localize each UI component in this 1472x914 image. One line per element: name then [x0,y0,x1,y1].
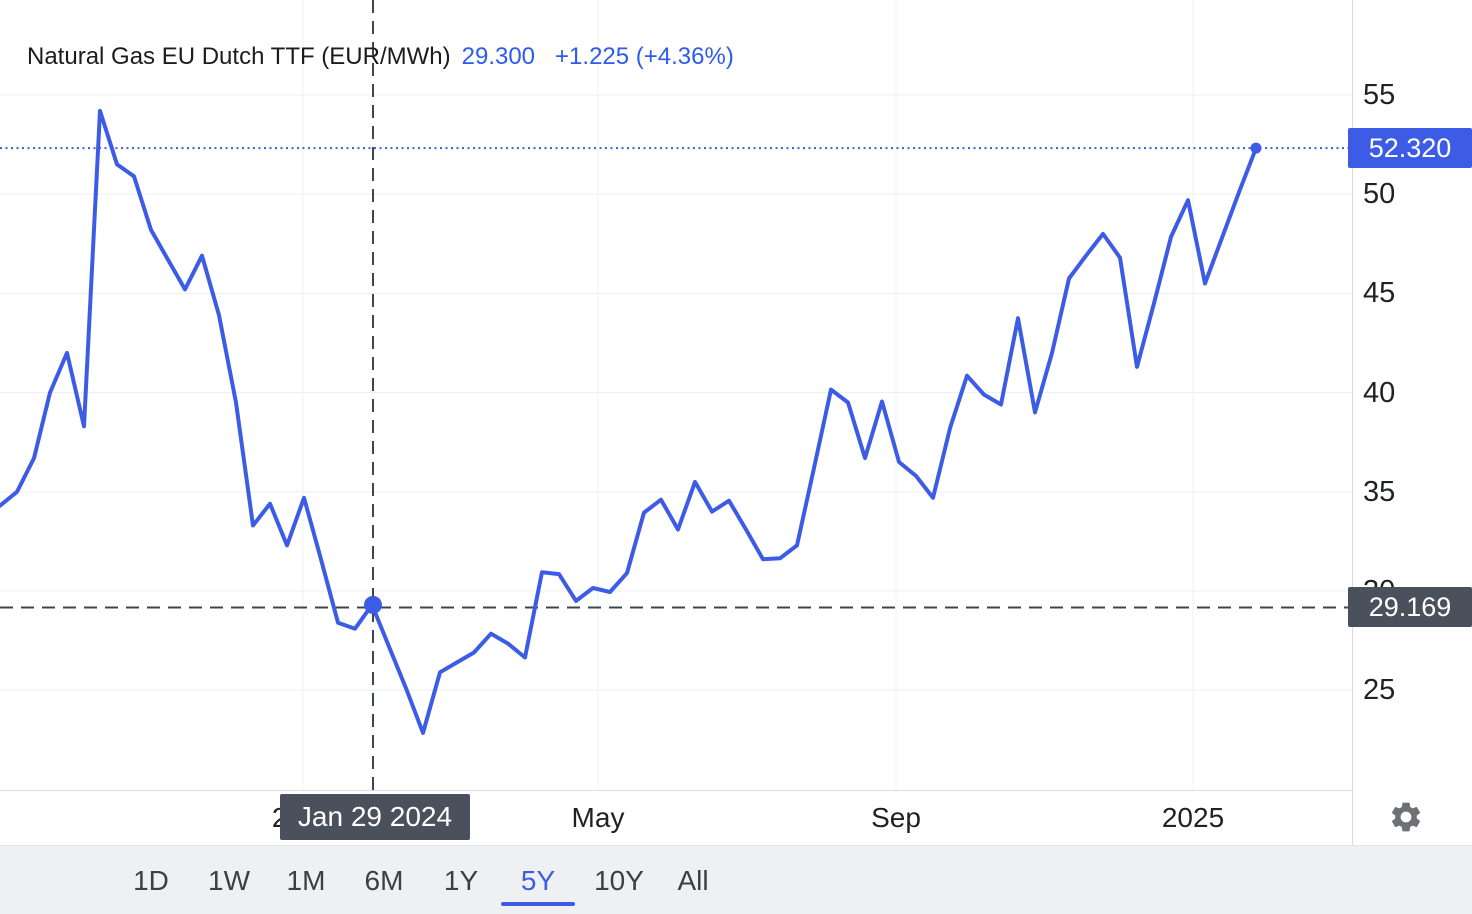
price-line [0,108,1258,735]
y-axis-label: 50 [1363,178,1396,211]
x-axis-label-sep: Sep [871,802,921,833]
crosshair-point-dot [364,595,382,614]
x-axis-label-2025: 2025 [1161,802,1225,833]
x-axis-label-may: May [571,802,625,833]
time-axis: 2024MaySep2025 Jan 29 2024 [0,790,1352,846]
last-price-dot [1250,142,1262,154]
crosshair-price-badge: 29.169 [1348,587,1472,628]
y-axis-label: 55 [1363,79,1396,111]
crosshair-price-badge-label: 29.169 [1368,591,1452,622]
crosshair-price-value: 29.300 [461,43,536,70]
y-axis-label: 40 [1363,376,1396,409]
crosshair-date-badge: Jan 29 2024 [280,794,470,840]
crosshair-price-change: +1.225 (+4.36%) [555,43,734,70]
instrument-title: Natural Gas EU Dutch TTF (EUR/MWh) [27,43,451,70]
last-price-badge-label: 52.320 [1368,132,1452,163]
settings-gear-icon[interactable] [1388,799,1424,835]
range-button-1d[interactable]: 1D [133,865,169,896]
range-button-all[interactable]: All [677,865,709,896]
range-button-1m[interactable]: 1M [286,865,326,896]
last-price-badge: 52.320 [1348,128,1472,169]
range-button-1y[interactable]: 1Y [443,865,479,896]
price-axis: 25303540455055 52.320 29.169 [1348,0,1472,845]
range-button-1w[interactable]: 1W [208,865,250,896]
chart-plot-area[interactable] [0,0,1352,790]
range-button-5y[interactable]: 5Y [520,865,556,896]
chart-header: Natural Gas EU Dutch TTF (EUR/MWh) 29.30… [27,40,734,74]
y-axis-label: 35 [1363,475,1396,508]
range-toolbar: 1D 1W 1M 6M 1Y 5Y 10Y All [0,845,1472,914]
y-axis-label: 45 [1363,277,1396,310]
y-axis-label: 25 [1363,674,1396,707]
selected-range-underline [501,902,575,906]
range-button-6m[interactable]: 6M [364,865,404,896]
range-button-10y[interactable]: 10Y [594,865,644,896]
